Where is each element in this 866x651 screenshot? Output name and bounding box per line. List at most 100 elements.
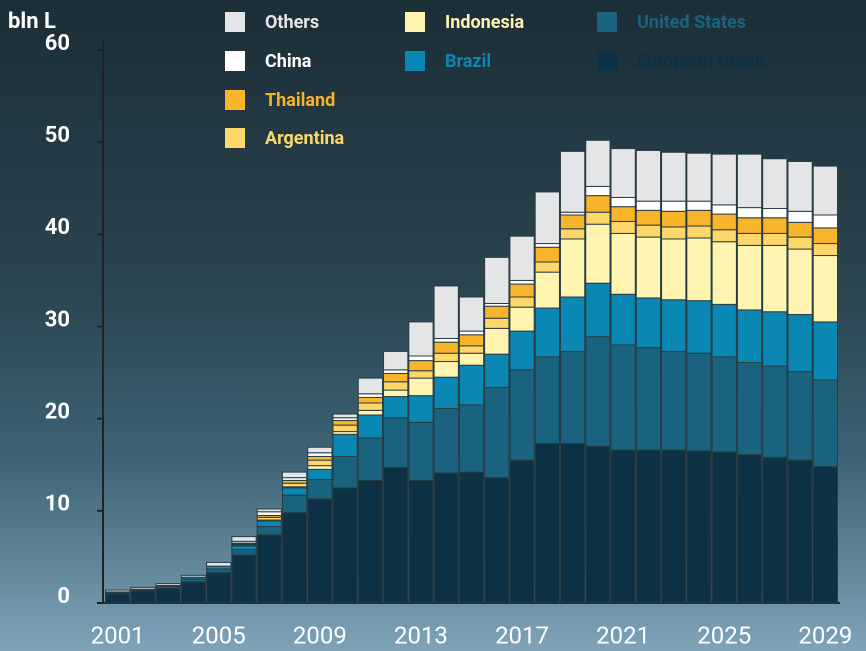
bar-segment <box>762 158 788 210</box>
bar-segment <box>686 237 712 302</box>
bar-segment <box>762 244 788 313</box>
bar-segment <box>812 165 838 216</box>
bar-segment <box>661 449 687 604</box>
bar-segment <box>281 487 308 496</box>
bar-segment <box>661 299 687 352</box>
y-tick-label: 40 <box>45 215 70 240</box>
bar-segment <box>686 450 712 604</box>
bar-segment <box>736 207 763 219</box>
bar-segment <box>155 587 181 604</box>
bar-segment <box>812 466 838 604</box>
bar-segment <box>458 330 485 336</box>
bar-segment <box>383 350 409 371</box>
bar-segment <box>686 200 712 211</box>
bar-segment <box>408 370 434 379</box>
bar-segment <box>357 414 384 439</box>
bar-segment <box>383 389 409 398</box>
legend-label: Argentina <box>265 128 345 149</box>
bar-segment <box>812 227 838 245</box>
bar-segment <box>787 210 813 223</box>
bar-segment <box>610 206 636 222</box>
bar-segment <box>711 229 737 243</box>
bar-segment <box>585 336 611 447</box>
bar-segment <box>812 243 838 257</box>
bar-segment <box>105 589 131 593</box>
bar-segment <box>661 210 687 228</box>
bar-segment <box>559 150 586 213</box>
bar-segment <box>736 309 763 363</box>
bar-segment <box>787 161 813 212</box>
y-tick-label: 20 <box>45 399 70 424</box>
bar-segment <box>635 224 662 238</box>
legend-swatch <box>405 51 425 71</box>
bar-segment <box>433 341 459 354</box>
bar-segment <box>332 413 358 419</box>
legend-label: Brazil <box>445 51 491 72</box>
legend-swatch <box>405 12 425 32</box>
bar-segment <box>534 271 560 309</box>
bar-segment <box>610 232 636 295</box>
bar-segment <box>559 296 586 352</box>
bar-segment <box>711 153 737 206</box>
bar-segment <box>307 465 333 470</box>
bar-segment <box>787 236 813 250</box>
bar-segment <box>762 232 788 246</box>
bar-segment <box>484 305 510 319</box>
bar-segment <box>484 327 510 355</box>
bar-segment <box>585 139 611 187</box>
bar-segment <box>812 321 838 381</box>
bar-segment <box>635 149 662 202</box>
bar-segment <box>458 364 485 406</box>
bar-segment <box>458 471 485 604</box>
x-tick-label: 2005 <box>192 621 246 649</box>
bar-segment <box>787 314 813 373</box>
bar-segment <box>458 334 485 347</box>
bar-segment <box>559 443 586 604</box>
bar-segment <box>231 536 257 542</box>
bar-segment <box>509 306 535 332</box>
x-tick-label: 2017 <box>495 621 549 649</box>
x-tick-label: 2009 <box>293 621 347 649</box>
y-tick-label: 0 <box>57 584 70 609</box>
bar-segment <box>635 200 662 211</box>
bar-segment <box>180 581 207 604</box>
bar-segment <box>509 296 535 308</box>
y-tick-label: 30 <box>45 307 70 332</box>
bar-segment <box>711 241 737 305</box>
bar-segment <box>635 236 662 299</box>
bar-segment <box>812 255 838 323</box>
bar-segment <box>762 217 788 234</box>
bar-segment <box>686 352 712 452</box>
legend-label: China <box>265 51 312 72</box>
bar-segment <box>408 321 434 357</box>
bar-segment <box>458 404 485 473</box>
bar-segment <box>736 244 763 311</box>
bar-segment <box>812 214 838 229</box>
bar-segment <box>534 246 560 263</box>
bar-segment <box>307 455 333 461</box>
bar-segment <box>484 386 510 479</box>
bar-segment <box>484 256 510 304</box>
bar-segment <box>711 204 737 215</box>
bar-segment <box>383 369 409 375</box>
x-tick-label: 2021 <box>596 621 650 649</box>
bar-segment <box>383 373 409 383</box>
bar-segment <box>130 586 156 590</box>
bar-segment <box>661 226 687 240</box>
bar-segment <box>357 409 384 416</box>
bar-segment <box>736 153 763 209</box>
bar-segment <box>509 459 535 604</box>
bar-segment <box>256 511 282 516</box>
bar-segment <box>509 330 535 371</box>
bar-segment <box>711 356 737 453</box>
bar-segment <box>307 468 333 480</box>
bar-segment <box>357 479 384 604</box>
bar-segment <box>661 350 687 451</box>
bar-segment <box>610 220 636 234</box>
bar-segment <box>686 300 712 354</box>
bar-segment <box>559 350 586 445</box>
bar-segment <box>433 361 459 378</box>
bar-segment <box>433 408 459 474</box>
